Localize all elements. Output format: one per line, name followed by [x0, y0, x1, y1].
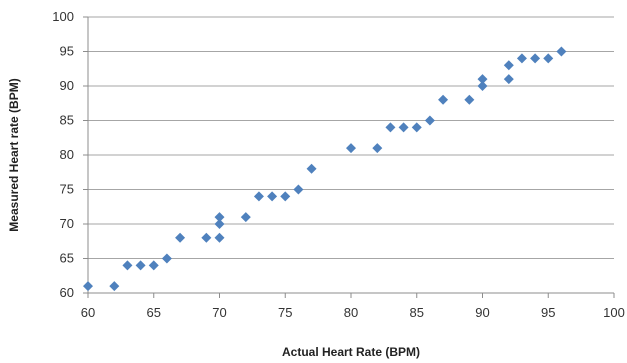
x-tick-label: 100 — [603, 305, 625, 320]
data-point — [280, 191, 291, 202]
data-point — [201, 232, 212, 243]
data-points — [83, 46, 567, 292]
y-tick-label: 85 — [60, 113, 74, 128]
y-tick-label: 70 — [60, 216, 74, 231]
data-point — [516, 53, 527, 64]
x-axis-title: Actual Heart Rate (BPM) — [282, 345, 420, 359]
y-tick-label: 90 — [60, 78, 74, 93]
gridlines — [88, 16, 614, 259]
y-tick-label: 100 — [52, 9, 74, 24]
x-tick-label: 65 — [147, 305, 161, 320]
x-tick-label: 90 — [475, 305, 489, 320]
data-point — [267, 191, 278, 202]
data-point — [148, 260, 159, 271]
y-tick-label: 65 — [60, 251, 74, 266]
x-tick-label: 60 — [81, 305, 95, 320]
data-point — [306, 163, 317, 174]
data-point — [477, 74, 488, 85]
x-tick-label: 75 — [278, 305, 292, 320]
data-point — [161, 253, 172, 264]
data-point — [438, 94, 449, 105]
data-point — [214, 232, 225, 243]
data-point — [477, 81, 488, 91]
y-tick-label: 60 — [60, 285, 74, 300]
data-point — [503, 60, 514, 71]
x-tick-label: 70 — [212, 305, 226, 320]
data-point — [122, 260, 133, 271]
data-point — [398, 122, 409, 133]
tick-labels: 60 65 70 75 80 85 90 95 100 60 65 70 75 80 85 90 95 100 — [52, 9, 625, 320]
data-point — [293, 184, 304, 195]
x-tick-label: 85 — [410, 305, 424, 320]
data-point — [372, 143, 383, 154]
data-point — [346, 143, 356, 154]
x-tick-label: 80 — [344, 305, 358, 320]
data-point — [214, 212, 225, 223]
data-point — [83, 281, 93, 292]
data-point — [464, 94, 475, 105]
y-tick-label: 75 — [60, 182, 74, 197]
data-point — [543, 53, 554, 64]
axes — [83, 16, 615, 298]
y-axis-title: Measured Heart rate (BPM) — [7, 78, 21, 231]
data-point — [109, 281, 120, 292]
data-point — [240, 212, 251, 223]
data-point — [385, 122, 396, 133]
data-point — [503, 74, 514, 85]
x-tick-label: 95 — [541, 305, 555, 320]
y-tick-label: 80 — [60, 147, 74, 162]
data-point — [214, 219, 225, 229]
data-point — [411, 122, 422, 133]
data-point — [556, 46, 567, 57]
data-point — [253, 191, 264, 202]
data-point — [135, 260, 146, 271]
y-tick-label: 95 — [60, 44, 74, 59]
data-point — [175, 232, 186, 243]
data-point — [424, 115, 435, 126]
data-point — [530, 53, 541, 64]
